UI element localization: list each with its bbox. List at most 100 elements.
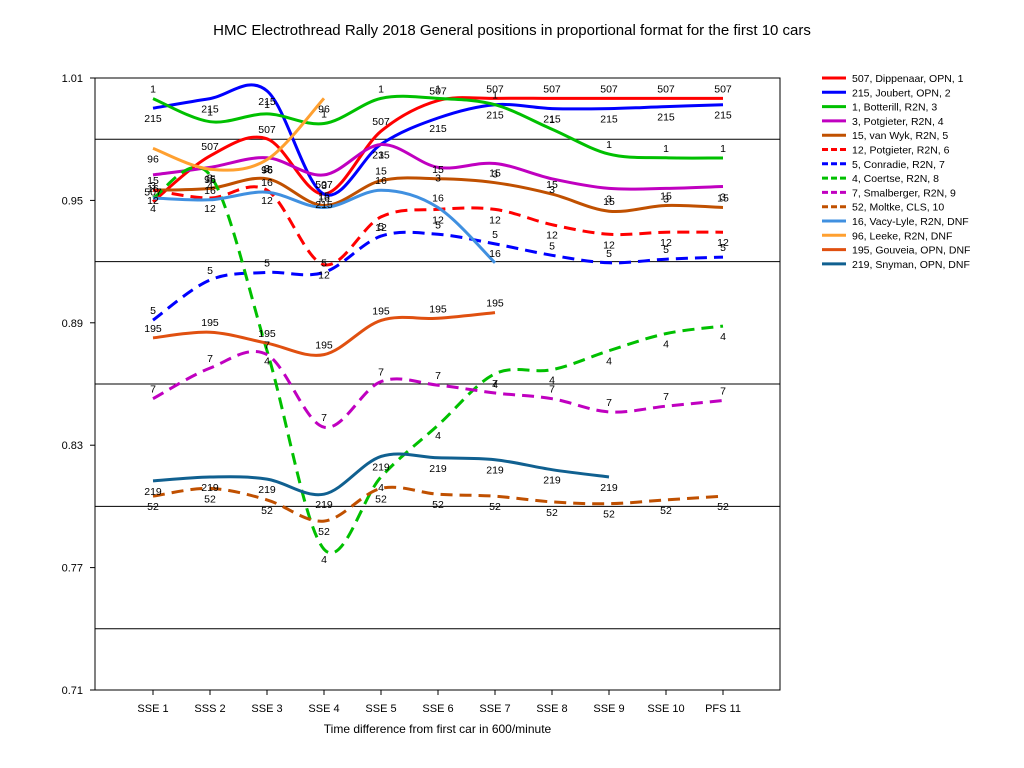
legend-entry: 3, Potgieter, R2N, 4 [852, 116, 944, 128]
data-label: 507 [315, 179, 333, 191]
data-label: 4 [378, 482, 384, 494]
chart-title: HMC Electrothread Rally 2018 General pos… [213, 22, 811, 39]
data-label: 96 [147, 153, 159, 165]
data-label: 16 [432, 193, 444, 205]
data-label: 5 [321, 257, 327, 269]
data-label: 1 [264, 99, 270, 111]
data-label: 5 [549, 240, 555, 252]
data-label: 52 [432, 499, 444, 511]
y-tick-label: 0.71 [62, 685, 83, 697]
data-label: 195 [315, 340, 333, 352]
data-label: 3 [321, 180, 327, 192]
data-label: 7 [663, 391, 669, 403]
data-label: 7 [321, 412, 327, 424]
data-label: 52 [603, 509, 615, 521]
axis-layer: 0.71 0.77 0.83 0.89 0.95 1.01 SSE 1 SSS 2 SSE 3 S… [62, 73, 741, 715]
data-label: 4 [720, 331, 726, 343]
series-line [152, 185, 724, 267]
data-label: 1 [321, 108, 327, 120]
data-label: 15 [261, 164, 273, 176]
data-label: 12 [489, 214, 501, 226]
y-tick-label: 0.83 [62, 440, 83, 452]
series-line [152, 485, 724, 523]
series-line [152, 165, 724, 555]
data-label: 219 [543, 475, 561, 487]
data-label: 1 [492, 90, 498, 102]
data-label: 195 [201, 317, 219, 329]
data-label: 4 [264, 356, 270, 368]
data-label: 215 [486, 110, 504, 122]
data-label: 52 [375, 493, 387, 505]
data-label: 215 [201, 104, 219, 116]
data-label: 219 [258, 484, 276, 496]
data-label: 3 [549, 184, 555, 196]
data-label: 16 [147, 183, 159, 195]
data-label: 4 [606, 356, 612, 368]
series-line [152, 311, 496, 357]
data-label: 215 [543, 114, 561, 126]
data-label: 7 [264, 340, 270, 352]
data-label: 52 [261, 505, 273, 517]
data-label: 3 [663, 193, 669, 205]
data-label: 5 [207, 265, 213, 277]
series-layer [152, 83, 724, 555]
data-label: 12 [660, 237, 672, 249]
legend-entry: 16, Vacy-Lyle, R2N, DNF [852, 216, 969, 228]
data-label: 4 [663, 339, 669, 351]
data-label: 15 [147, 175, 159, 187]
series-line [152, 142, 724, 191]
series-line [152, 452, 610, 497]
data-label: 16 [204, 185, 216, 197]
data-label: 12 [147, 195, 159, 207]
data-label: 4 [492, 379, 498, 391]
data-label: 12 [261, 195, 273, 207]
data-label: 15 [489, 168, 501, 180]
legend-entry: 195, Gouveia, OPN, DNF [852, 245, 970, 257]
data-label: 507 [372, 116, 390, 128]
legend-entry: 12, Potgieter, R2N, 6 [852, 145, 950, 157]
x-tick-label: PFS 11 [705, 703, 741, 715]
data-label: 215 [714, 110, 732, 122]
series-line [152, 97, 326, 172]
x-tick-label: SSE 3 [251, 703, 282, 715]
data-label: 5 [264, 257, 270, 269]
data-label: 7 [492, 378, 498, 390]
data-label: 5 [606, 248, 612, 260]
data-label: 215 [144, 113, 162, 125]
data-label: 1 [435, 83, 441, 95]
data-label: 507 [201, 141, 219, 153]
data-label: 15 [546, 179, 558, 191]
data-label: 52 [147, 501, 159, 513]
y-tick-label: 0.77 [62, 563, 83, 575]
legend-entry: 4, Coertse, R2N, 8 [852, 173, 939, 185]
series-line [152, 188, 497, 264]
data-label: 4 [321, 554, 327, 566]
data-label: 7 [207, 353, 213, 365]
data-label: 4 [150, 203, 156, 215]
data-label: 5 [378, 221, 384, 233]
data-label: 12 [546, 230, 558, 242]
data-label: 15 [375, 166, 387, 178]
series-line [152, 350, 724, 429]
legend-entry: 5, Conradie, R2N, 7 [852, 159, 945, 171]
legend-entry: 507, Dippenaar, OPN, 1 [852, 73, 964, 85]
series-line [152, 94, 724, 160]
data-label: 52 [489, 501, 501, 513]
data-label: 3 [207, 172, 213, 184]
data-label: 3 [150, 180, 156, 192]
data-label: 15 [660, 191, 672, 203]
y-tick-label: 0.95 [62, 195, 83, 207]
data-label: 1 [549, 114, 555, 126]
data-label: 12 [717, 237, 729, 249]
data-label: 3 [378, 150, 384, 162]
data-label: 215 [315, 199, 333, 211]
data-label: 16 [375, 175, 387, 187]
data-label: 507 [258, 124, 276, 136]
data-label: 5 [492, 229, 498, 241]
data-label: 96 [318, 103, 330, 115]
legend-entry: 215, Joubert, OPN, 2 [852, 87, 951, 99]
data-label: 215 [600, 114, 618, 126]
data-label: 16 [261, 177, 273, 189]
data-label-layer: 507 507 507 507 507 507 507 507 507 507 507 215 215 2… [144, 83, 732, 566]
